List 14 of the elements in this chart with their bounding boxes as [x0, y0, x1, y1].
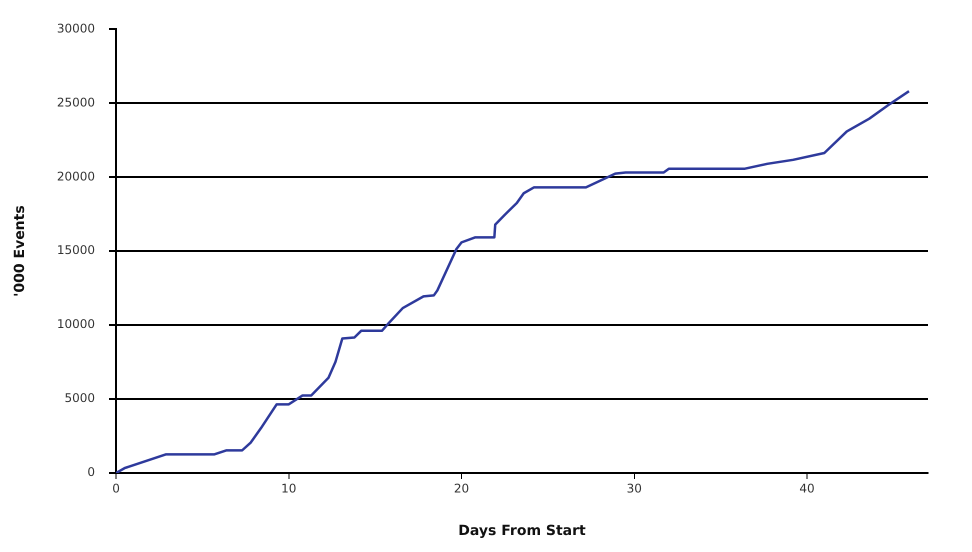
- y-tick-label: 5000: [64, 391, 95, 406]
- y-tick-label: 0: [87, 465, 95, 480]
- y-tick-label: 30000: [56, 21, 95, 36]
- x-tick-label: 30: [626, 481, 642, 496]
- x-tick-label: 0: [112, 481, 120, 496]
- x-tick-label: 10: [281, 481, 296, 496]
- x-tick-label: 40: [799, 481, 815, 496]
- y-tick-label: 15000: [56, 243, 95, 258]
- y-tick-label: 25000: [56, 95, 95, 110]
- y-tick-label: 10000: [56, 317, 95, 332]
- x-tick-label: 20: [454, 481, 470, 496]
- y-axis-title: '000 Events: [12, 205, 28, 297]
- y-tick-label: 20000: [56, 169, 95, 184]
- x-axis-title: Days From Start: [458, 523, 586, 540]
